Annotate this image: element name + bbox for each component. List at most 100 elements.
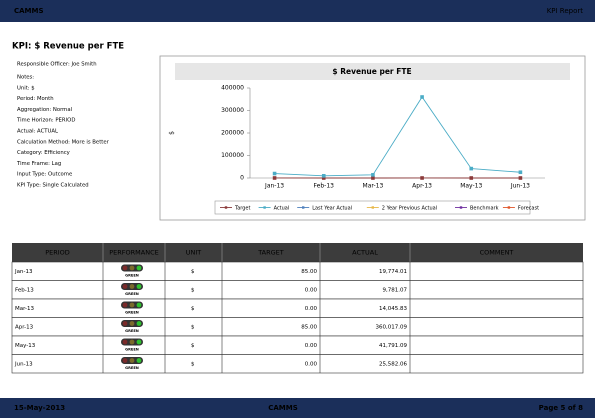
cell-actual: 25,582.06 — [379, 361, 407, 367]
light — [136, 302, 142, 308]
light — [129, 339, 135, 345]
cell-unit: $ — [191, 343, 195, 349]
series-marker — [518, 170, 523, 175]
light — [129, 302, 135, 308]
y-tick-label: 100000 — [221, 152, 244, 159]
cell-actual: 41,791.09 — [379, 343, 407, 349]
legend-label: Target — [234, 205, 251, 211]
cell-target: 85.00 — [301, 324, 317, 330]
performance-label: GREEN — [125, 292, 139, 296]
performance-label: GREEN — [125, 366, 139, 370]
kpi-detail: Actual: ACTUAL — [17, 129, 58, 135]
legend-marker — [371, 206, 374, 209]
legend-marker — [263, 206, 266, 209]
x-tick-label: Jun-13 — [510, 183, 530, 190]
kpi-detail: Calculation Method: More is Better — [17, 139, 110, 145]
cell-unit: $ — [191, 324, 195, 330]
x-tick-label: Apr-13 — [412, 183, 432, 190]
table-row — [11, 280, 584, 300]
footer-date: 15-May-2013 — [14, 404, 65, 412]
light — [136, 284, 142, 289]
legend-marker — [459, 206, 463, 209]
legend-marker — [507, 206, 511, 209]
series-marker — [321, 176, 326, 180]
column-header: TARGET — [257, 249, 284, 257]
legend-label: Benchmark — [470, 205, 499, 211]
light — [136, 265, 142, 271]
cell-period: Mar-13 — [15, 306, 35, 312]
y-tick-label: 0 — [240, 175, 244, 182]
cell-actual: 14,045.83 — [379, 306, 407, 312]
footer-bar — [0, 398, 595, 418]
series-marker — [469, 166, 474, 171]
kpi-detail: KPI Type: Single Calculated — [17, 183, 89, 189]
cell-unit: $ — [191, 361, 195, 367]
cell-target: 0.00 — [305, 287, 318, 293]
cell-target: 0.00 — [305, 361, 318, 367]
performance-label: GREEN — [125, 274, 139, 278]
table-row — [11, 298, 584, 318]
kpi-detail: Category: Efficiency — [17, 150, 70, 156]
light — [122, 302, 128, 308]
footer-page: Page 5 of 8 — [539, 404, 583, 412]
cell-unit: $ — [191, 269, 195, 275]
series-marker — [272, 171, 277, 176]
x-tick-label: Feb-13 — [314, 183, 335, 190]
column-header: PERFORMANCE — [109, 249, 158, 257]
light — [122, 284, 128, 289]
legend-marker — [224, 206, 228, 209]
cell-period: Jan-13 — [14, 269, 33, 275]
light — [129, 321, 135, 326]
light — [122, 358, 128, 363]
column-header: COMMENT — [480, 249, 514, 257]
column-header: UNIT — [186, 249, 202, 257]
series-marker — [518, 176, 523, 180]
cell-target: 85.00 — [301, 269, 317, 275]
cell-actual: 19,774.01 — [379, 269, 407, 275]
cell-unit: $ — [191, 306, 195, 312]
light — [122, 265, 128, 271]
series-marker — [371, 176, 375, 180]
header-left: CAMMS — [14, 7, 44, 15]
cell-target: 0.00 — [305, 306, 318, 312]
legend-label: 2 Year Previous Actual — [382, 205, 437, 211]
column-header: PERIOD — [45, 249, 70, 257]
table-row — [11, 335, 584, 355]
series-marker — [371, 173, 375, 177]
y-tick-label: 300000 — [221, 107, 244, 114]
x-tick-label: Jan-13 — [264, 183, 284, 190]
table-header-bg — [12, 243, 583, 262]
cell-period: Apr-13 — [15, 324, 34, 330]
light — [129, 284, 135, 289]
y-tick-label: 200000 — [221, 130, 244, 137]
kpi-title: KPI: $ Revenue per FTE — [12, 42, 124, 52]
table-row — [11, 354, 584, 374]
table-row — [11, 261, 584, 281]
series-line — [274, 96, 521, 177]
kpi-detail: Responsible Officer: Joe Smith — [17, 62, 97, 68]
series-marker — [420, 95, 424, 99]
light — [136, 358, 142, 363]
light — [129, 265, 135, 271]
series-marker — [321, 173, 326, 178]
performance-label: GREEN — [125, 329, 139, 333]
cell-target: 0.00 — [305, 343, 318, 349]
header-bar — [0, 0, 595, 22]
legend-label: Last Year Actual — [312, 205, 352, 211]
series-marker — [272, 176, 277, 180]
column-header: ACTUAL — [352, 249, 378, 257]
legend-label: Forecast — [518, 205, 539, 211]
kpi-detail: Input Type: Outcome — [17, 172, 72, 178]
y-axis-label: $ — [169, 131, 176, 135]
light — [136, 321, 142, 326]
kpi-detail: Time Horizon: PERIOD — [16, 118, 75, 124]
cell-period: Feb-13 — [15, 287, 34, 293]
x-tick-label: May-13 — [460, 183, 482, 190]
y-tick-label: 400000 — [221, 85, 244, 92]
footer-center: CAMMS — [268, 404, 298, 412]
table-row — [11, 317, 584, 337]
kpi-detail: Period: Month — [17, 96, 54, 102]
kpi-detail: Aggregation: Normal — [17, 107, 72, 113]
series-marker — [420, 176, 424, 180]
